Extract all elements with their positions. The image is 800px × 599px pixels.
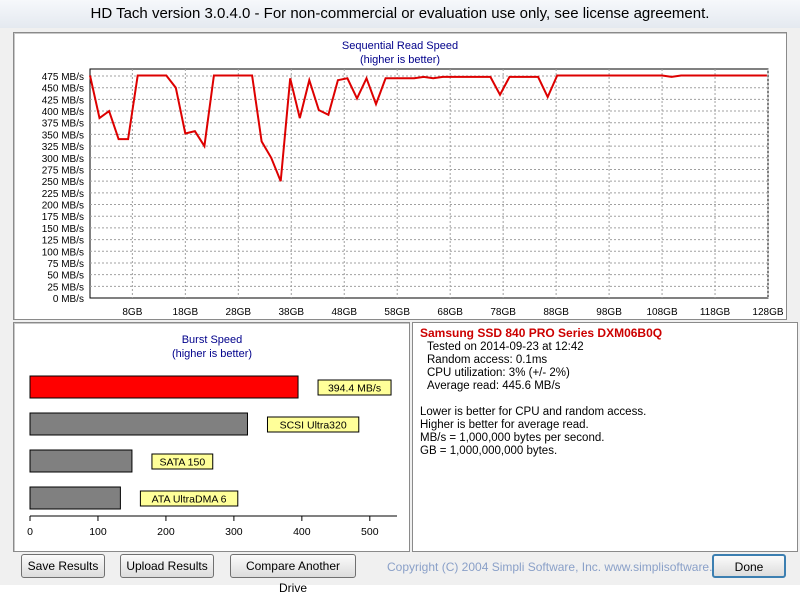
burst-x-tick-label: 0	[27, 526, 33, 538]
sequential-chart-panel: Sequential Read Speed (higher is better)…	[13, 32, 787, 320]
seq-chart-title: Sequential Read Speed	[342, 40, 458, 52]
burst-x-tick-label: 100	[89, 526, 107, 538]
seq-x-tick-label: 128GB	[752, 307, 783, 318]
seq-y-tick-label: 350 MB/s	[42, 130, 84, 141]
burst-x-tick-label: 200	[157, 526, 175, 538]
seq-y-tick-label: 400 MB/s	[42, 107, 84, 118]
seq-y-tick-label: 0 MB/s	[53, 294, 84, 305]
burst-bar-label-box	[266, 416, 360, 433]
copyright-text: Copyright (C) 2004 Simpli Software, Inc.…	[387, 560, 736, 574]
seq-y-tick-label: 325 MB/s	[42, 142, 84, 153]
burst-bar	[29, 412, 248, 436]
compare-another-drive-button[interactable]: Compare Another Drive	[230, 554, 356, 595]
drive-name: Samsung SSD 840 PRO Series DXM06B0Q	[420, 326, 663, 340]
seq-y-tick-label: 125 MB/s	[42, 236, 84, 247]
done-button[interactable]: Done	[712, 554, 786, 578]
seq-x-tick-label: 118GB	[700, 307, 731, 318]
seq-y-tick-label: 475 MB/s	[42, 72, 84, 83]
seq-x-tick-label: 8GB	[122, 307, 142, 318]
seq-x-tick-label: 48GB	[331, 307, 357, 318]
seq-y-tick-label: 225 MB/s	[42, 189, 84, 200]
seq-y-tick-label: 300 MB/s	[42, 154, 84, 165]
cpu-utilization: CPU utilization: 3% (+/- 2%)	[427, 367, 570, 379]
seq-x-tick-label: 68GB	[437, 307, 463, 318]
burst-bar-label-box	[139, 490, 239, 507]
burst-bar	[29, 449, 133, 473]
burst-chart-subtitle: (higher is better)	[172, 348, 252, 360]
seq-y-tick-label: 175 MB/s	[42, 212, 84, 223]
burst-bar-label: SATA 150	[159, 457, 205, 469]
seq-x-tick-label: 78GB	[490, 307, 516, 318]
seq-y-tick-label: 450 MB/s	[42, 84, 84, 95]
burst-x-tick-label: 400	[293, 526, 311, 538]
seq-x-tick-label: 88GB	[543, 307, 569, 318]
upload-results-button[interactable]: Upload Results	[120, 554, 214, 578]
tested-on: Tested on 2014-09-23 at 12:42	[427, 341, 584, 353]
seq-y-tick-label: 250 MB/s	[42, 177, 84, 188]
seq-y-tick-label: 200 MB/s	[42, 201, 84, 212]
seq-y-tick-label: 75 MB/s	[47, 259, 84, 270]
note-gb-definition: GB = 1,000,000,000 bytes.	[420, 445, 558, 457]
note-cpu-random: Lower is better for CPU and random acces…	[420, 406, 647, 418]
seq-y-tick-label: 100 MB/s	[42, 247, 84, 258]
seq-read-series-line	[89, 74, 767, 182]
burst-bar-label: 394.4 MB/s	[328, 383, 381, 395]
average-read: Average read: 445.6 MB/s	[427, 380, 561, 392]
burst-bar	[29, 375, 299, 399]
save-results-button[interactable]: Save Results	[21, 554, 105, 578]
sequential-read-chart: Sequential Read Speed (higher is better)…	[42, 40, 784, 318]
burst-bar-label-box	[151, 453, 214, 470]
seq-y-tick-label: 50 MB/s	[47, 271, 84, 282]
burst-bar-label: ATA UltraDMA 6	[152, 494, 227, 506]
burst-x-tick-label: 300	[225, 526, 243, 538]
seq-x-tick-label: 108GB	[646, 307, 677, 318]
burst-chart-panel: Burst Speed (higher is better) 394.4 MB/…	[13, 322, 410, 552]
seq-y-tick-label: 425 MB/s	[42, 95, 84, 106]
seq-y-tick-label: 150 MB/s	[42, 224, 84, 235]
note-mbs-definition: MB/s = 1,000,000 bytes per second.	[420, 432, 605, 444]
window-title: HD Tach version 3.0.4.0 - For non-commer…	[0, 0, 800, 28]
seq-x-tick-label: 98GB	[596, 307, 622, 318]
seq-y-tick-label: 375 MB/s	[42, 119, 84, 130]
note-average-read: Higher is better for average read.	[420, 419, 589, 431]
burst-x-tick-label: 500	[361, 526, 379, 538]
burst-bar-label-box	[317, 379, 392, 396]
burst-bar-label: SCSI Ultra320	[280, 420, 347, 432]
seq-x-tick-label: 58GB	[384, 307, 410, 318]
seq-x-tick-label: 18GB	[173, 307, 199, 318]
drive-info-panel: Samsung SSD 840 PRO Series DXM06B0Q Test…	[412, 322, 798, 552]
seq-x-tick-label: 28GB	[226, 307, 252, 318]
seq-y-tick-label: 275 MB/s	[42, 165, 84, 176]
seq-chart-subtitle: (higher is better)	[360, 54, 440, 66]
burst-chart-title: Burst Speed	[182, 334, 243, 346]
random-access: Random access: 0.1ms	[427, 354, 548, 366]
seq-y-tick-label: 25 MB/s	[47, 282, 84, 293]
burst-speed-chart: Burst Speed (higher is better) 394.4 MB/…	[27, 334, 397, 538]
seq-x-tick-label: 38GB	[278, 307, 304, 318]
seq-plot-area	[89, 68, 769, 299]
burst-bar	[29, 486, 121, 510]
